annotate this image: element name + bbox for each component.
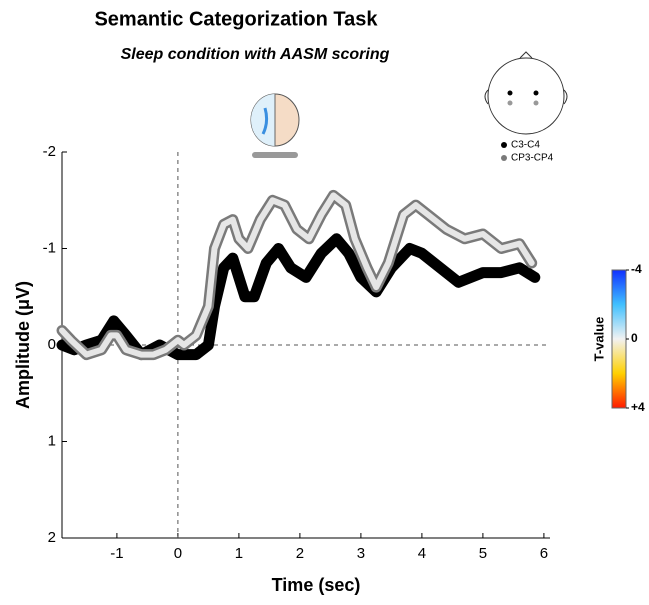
legend-label: CP3-CP4	[511, 153, 554, 164]
colorbar-tick-label: +4	[631, 400, 645, 414]
y-tick-label: -2	[43, 143, 56, 160]
legend-marker	[501, 155, 507, 161]
legend-label: C3-C4	[511, 140, 540, 151]
series-line	[59, 192, 535, 358]
y-axis-label: Amplitude (μV)	[13, 281, 33, 409]
x-axis-label: Time (sec)	[272, 575, 361, 595]
legend-marker	[501, 142, 507, 148]
series-outline	[56, 233, 541, 361]
colorbar-label: T-value	[591, 317, 606, 362]
colorbar	[611, 269, 627, 409]
x-tick-label: 1	[235, 545, 243, 562]
x-tick-label: 3	[357, 545, 365, 562]
x-tick-label: 5	[479, 545, 487, 562]
x-tick-label: 6	[540, 545, 548, 562]
y-tick-label: 0	[48, 336, 56, 353]
x-tick-label: 4	[418, 545, 426, 562]
y-tick-label: 2	[48, 529, 56, 546]
y-tick-label: 1	[48, 432, 56, 449]
x-tick-label: 0	[174, 545, 182, 562]
chart-subtitle: Sleep condition with AASM scoring	[121, 46, 390, 63]
x-tick-label: 2	[296, 545, 304, 562]
x-tick-label: -1	[110, 545, 123, 562]
colorbar-tick-label: 0	[631, 331, 638, 345]
chart-title: Semantic Categorization Task	[94, 8, 378, 30]
y-tick-label: -1	[43, 239, 56, 256]
series-line	[59, 235, 538, 358]
head-montage-icon	[484, 51, 568, 135]
colorbar-tick-label: -4	[631, 262, 642, 276]
topography-icon	[250, 93, 300, 158]
